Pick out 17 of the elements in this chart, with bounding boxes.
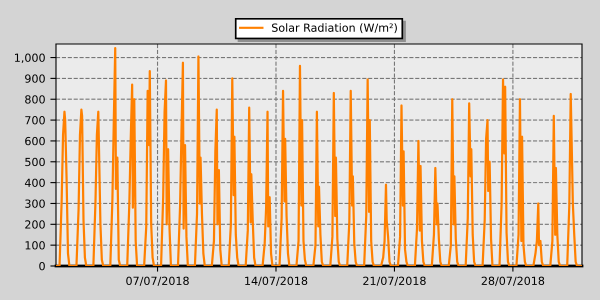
y-tick-label: 1,000: [14, 54, 45, 64]
y-tick-label: 0: [39, 262, 45, 270]
x-tick-label: 21/07/2018: [363, 276, 426, 286]
x-tick-label: 07/07/2018: [126, 276, 189, 286]
y-tick-label: 200: [25, 220, 45, 229]
y-tick-label: 800: [25, 95, 45, 104]
legend-label: Solar Radiation (W/m²): [272, 23, 397, 34]
y-tick-label: 300: [25, 199, 45, 208]
y-tick-label: 400: [24, 178, 45, 187]
x-tick-label: 28/07/2018: [482, 276, 544, 286]
line-series: [56, 47, 582, 266]
y-tick-label: 900: [25, 74, 45, 83]
y-tick-label: 100: [26, 241, 45, 250]
x-tick-label: 14/07/2018: [245, 276, 308, 286]
y-tick-label: 500: [25, 158, 45, 166]
y-tick-label: 600: [25, 136, 45, 146]
y-tick-label: 700: [25, 116, 45, 124]
